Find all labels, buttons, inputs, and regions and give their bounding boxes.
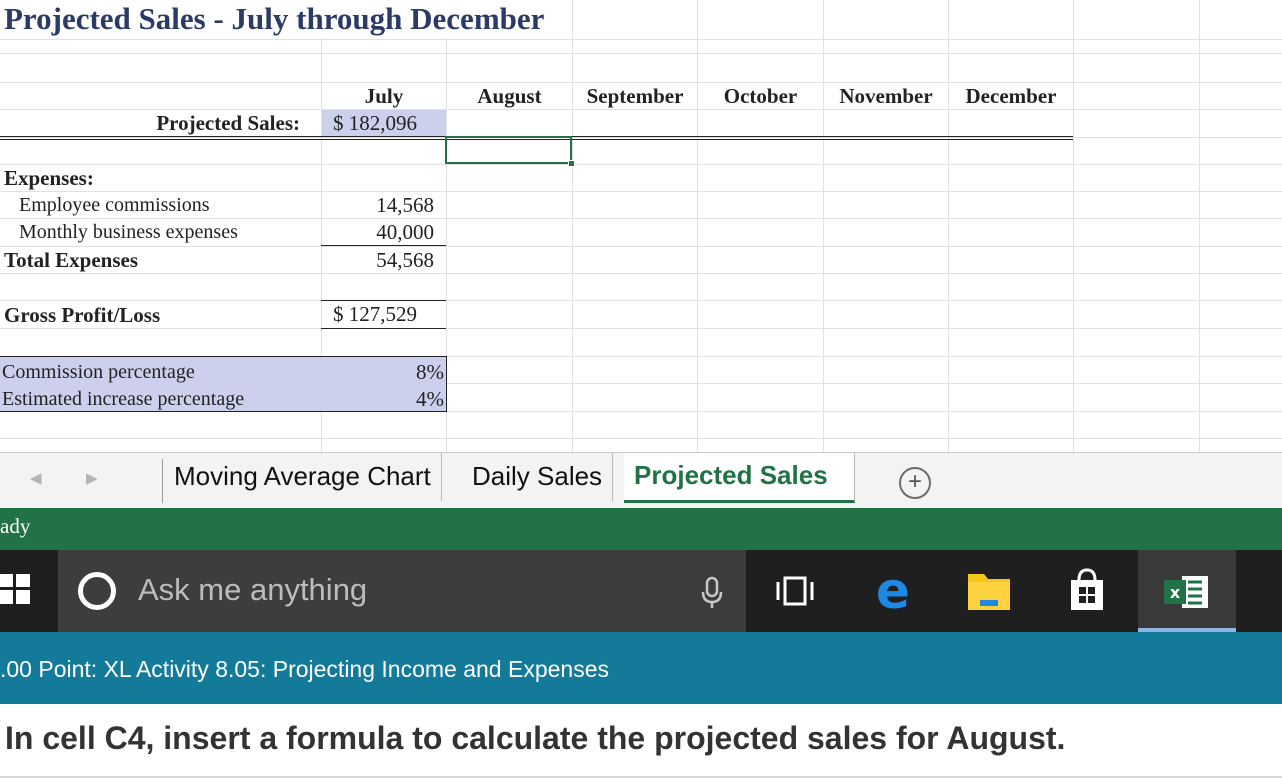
task-view-icon[interactable] [770,550,820,632]
cortana-search-box[interactable] [58,550,746,632]
sheet-title: Projected Sales - July through December [4,0,551,38]
excel-taskbar-button[interactable]: x [1138,550,1236,632]
file-explorer-icon[interactable] [962,550,1016,632]
tabs-divider [162,459,163,503]
edge-icon[interactable]: e [866,550,920,632]
scroll-left-icon[interactable]: ◀ [30,470,42,487]
gross-profit-july[interactable]: $ 127,529 [333,302,417,326]
cortana-icon[interactable] [78,572,116,610]
svg-text:e: e [876,562,910,620]
microphone-icon[interactable] [698,576,726,610]
svg-text:x: x [1170,583,1181,602]
excel-icon: x [1164,576,1208,608]
increase-pct-value[interactable]: 4% [416,387,444,411]
divider [0,776,1282,778]
status-bar: ady [0,508,1282,550]
header-november[interactable]: November [839,84,933,108]
header-december[interactable]: December [965,84,1057,108]
header-july[interactable]: July [364,84,404,108]
increase-pct-label[interactable]: Estimated increase percentage [2,388,245,410]
commission-pct-value[interactable]: 8% [416,360,444,384]
projected-sales-label[interactable]: Projected Sales: [156,111,300,135]
header-august[interactable]: August [477,84,542,108]
total-expenses-july[interactable]: 54,568 [376,248,434,272]
search-input[interactable] [138,570,658,610]
sheet-tab-bar: ◀ ▶ Moving Average Chart Daily Sales Pro… [0,452,1282,508]
header-october[interactable]: October [723,84,798,108]
fill-handle[interactable] [568,160,575,167]
windows-taskbar: e x [0,550,1282,632]
selected-cell-c4[interactable] [445,136,572,164]
total-expenses-label[interactable]: Total Expenses [4,248,139,272]
gross-profit-label[interactable]: Gross Profit/Loss [4,303,161,327]
scroll-right-icon[interactable]: ▶ [86,470,98,487]
projected-sales-july[interactable]: $ 182,096 [333,111,417,135]
plus-circle-icon[interactable]: + [899,467,931,499]
employee-commissions-label[interactable]: Employee commissions [19,194,210,216]
store-icon[interactable] [1062,550,1112,632]
status-text: ady [0,514,31,538]
monthly-business-july[interactable]: 40,000 [376,220,434,244]
employee-commissions-july[interactable]: 14,568 [376,193,434,217]
question-instruction: In cell C4, insert a formula to calculat… [5,720,1066,756]
windows-start-icon[interactable] [0,574,30,604]
monthly-business-label[interactable]: Monthly business expenses [19,221,238,243]
question-title: .00 Point: XL Activity 8.05: Projecting … [0,656,609,682]
tab-moving-average-chart[interactable]: Moving Average Chart [164,453,442,501]
tab-projected-sales[interactable]: Projected Sales [624,453,855,503]
question-banner: .00 Point: XL Activity 8.05: Projecting … [0,632,1282,704]
spreadsheet-grid[interactable]: Projected Sales - July through December … [0,0,1282,452]
commission-pct-label[interactable]: Commission percentage [2,361,195,383]
tab-daily-sales[interactable]: Daily Sales [462,453,614,501]
expenses-label[interactable]: Expenses: [4,166,94,190]
header-september[interactable]: September [586,84,684,108]
